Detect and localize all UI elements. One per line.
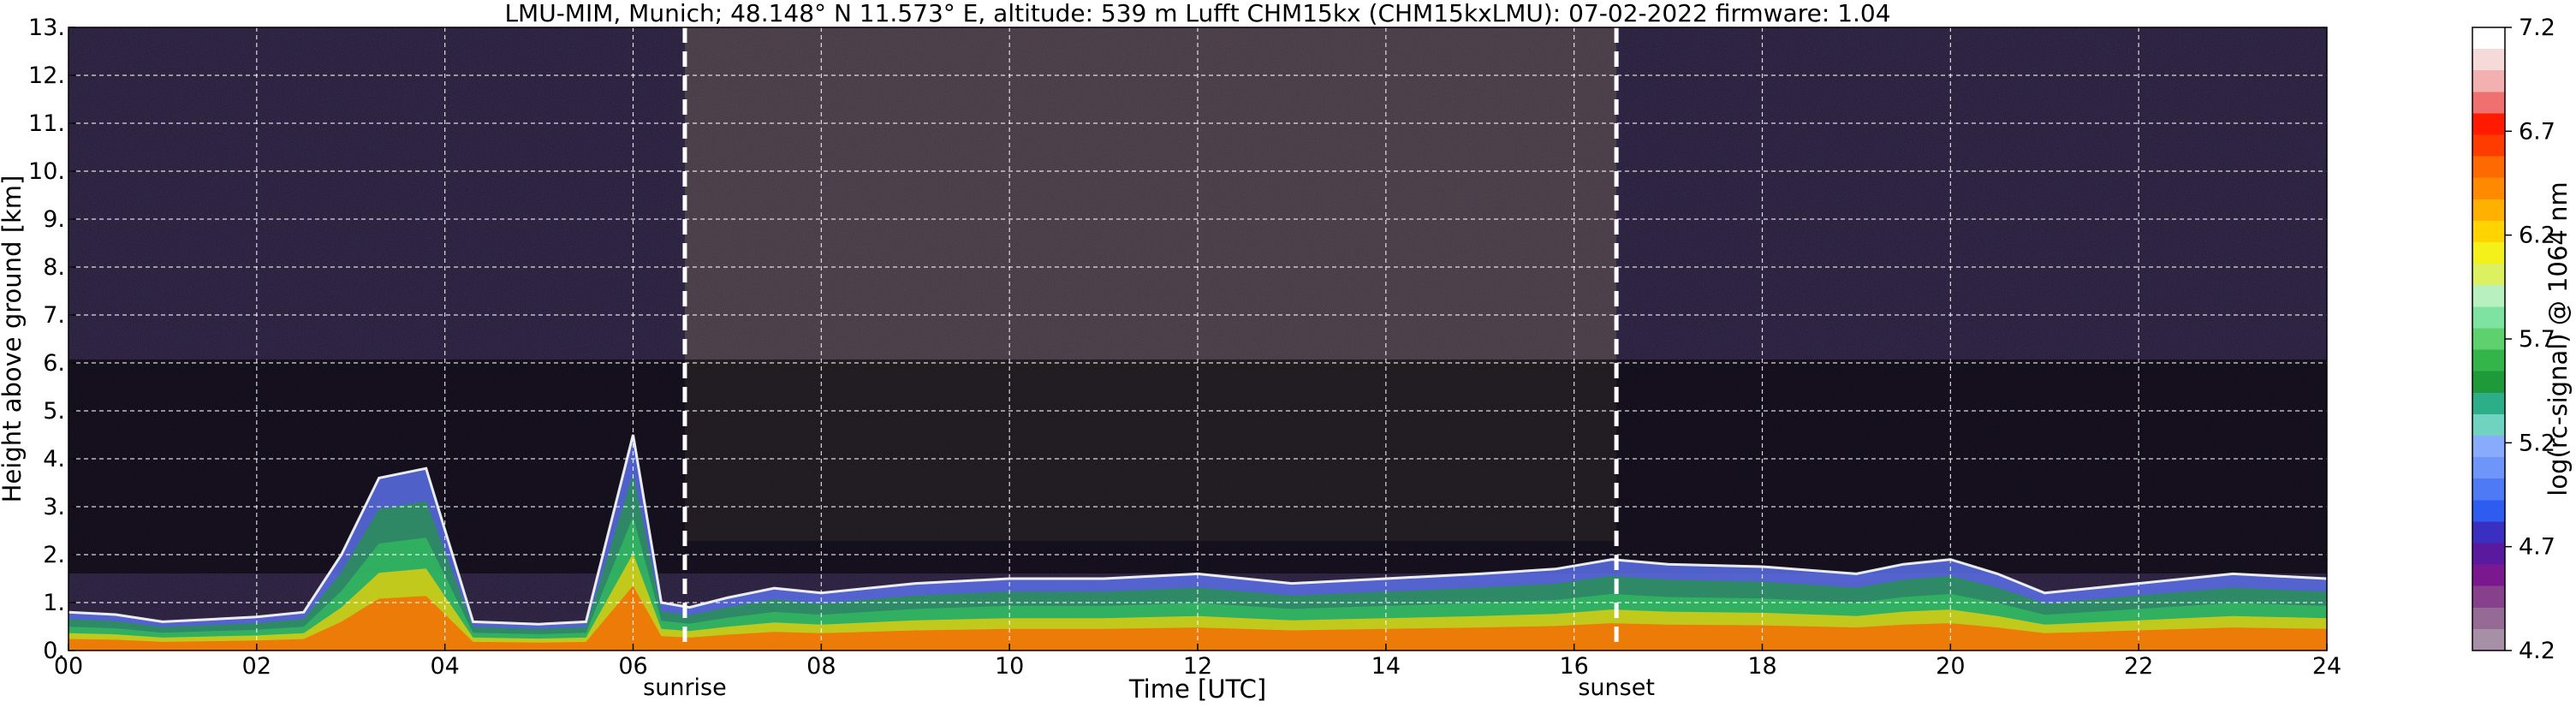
x-tick-label: 20 bbox=[1936, 653, 1965, 680]
x-tick-label: 10 bbox=[995, 653, 1024, 680]
y-tick-label: 9. bbox=[43, 206, 65, 233]
x-tick-label: 22 bbox=[2124, 653, 2153, 680]
colorbar-ticks: 4.2 4.7 5.2 5.7 6.2 6.7 7.2 bbox=[2505, 15, 2555, 664]
sunset-label: sunset bbox=[1578, 674, 1655, 701]
colorbar-tick-label: 6.2 bbox=[2519, 223, 2555, 249]
heatmap-area bbox=[68, 27, 2327, 651]
x-tick-label: 06 bbox=[618, 653, 647, 680]
x-tick-label: 14 bbox=[1371, 653, 1401, 680]
x-tick-label: 00 bbox=[54, 653, 83, 680]
colorbar-tick-label: 4.2 bbox=[2519, 638, 2555, 664]
grid-lines bbox=[68, 27, 2327, 651]
y-tick-label: 7. bbox=[43, 302, 65, 329]
colorbar-gradient bbox=[2472, 27, 2506, 651]
y-tick-label: 6. bbox=[43, 350, 65, 377]
colorbar: 4.2 4.7 5.2 5.7 6.2 6.7 7.2 log(rc-signal) @ 1… bbox=[2472, 15, 2573, 664]
y-tick-label: 3. bbox=[43, 494, 65, 520]
backscatter-layer bbox=[68, 585, 2327, 651]
y-tick-label: 10. bbox=[28, 158, 65, 185]
y-tick-label: 0. bbox=[43, 638, 65, 664]
x-tick-label: 18 bbox=[1747, 653, 1776, 680]
sun-event-labels: sunrise sunset bbox=[643, 674, 1655, 701]
x-tick-label: 12 bbox=[1183, 653, 1212, 680]
colorbar-tick-label: 5.2 bbox=[2519, 430, 2555, 456]
colorbar-tick-label: 7.2 bbox=[2519, 15, 2555, 41]
colorbar-tick-label: 6.7 bbox=[2519, 118, 2555, 145]
x-tick-label: 16 bbox=[1559, 653, 1588, 680]
x-tick-label: 24 bbox=[2312, 653, 2341, 680]
colorbar-label: log(rc-signal) @ 1064 nm bbox=[2543, 181, 2573, 496]
x-axis-label: Time [UTC] bbox=[1128, 674, 1266, 704]
colorbar-tick-label: 4.7 bbox=[2519, 534, 2555, 561]
x-tick-label: 02 bbox=[242, 653, 271, 680]
y-tick-label: 8. bbox=[43, 254, 65, 281]
y-tick-label: 12. bbox=[28, 62, 65, 89]
layer-top-edge bbox=[68, 434, 2327, 626]
y-axis: 0. 1. 2. 3. 4. 5. 6. 7. 8. 9. 10. 11. 12. 13. bbox=[28, 15, 75, 664]
sun-event-lines bbox=[682, 27, 1619, 651]
y-tick-label: 1. bbox=[43, 590, 65, 616]
colorbar-tick-label: 5.7 bbox=[2519, 326, 2555, 353]
y-tick-label: 5. bbox=[43, 398, 65, 425]
sunrise-label: sunrise bbox=[643, 674, 727, 701]
chart-title: LMU-MIM, Munich; 48.148° N 11.573° E, al… bbox=[504, 0, 1890, 27]
x-axis: 00 02 04 06 08 10 12 14 16 18 20 22 24 bbox=[54, 644, 2341, 680]
x-tick-label: 04 bbox=[430, 653, 459, 680]
y-tick-label: 11. bbox=[28, 110, 65, 137]
x-tick-label: 08 bbox=[806, 653, 836, 680]
y-tick-label: 13. bbox=[28, 15, 65, 41]
y-axis-label: Height above ground [km] bbox=[0, 175, 27, 503]
y-tick-label: 2. bbox=[43, 542, 65, 568]
y-tick-label: 4. bbox=[43, 446, 65, 472]
